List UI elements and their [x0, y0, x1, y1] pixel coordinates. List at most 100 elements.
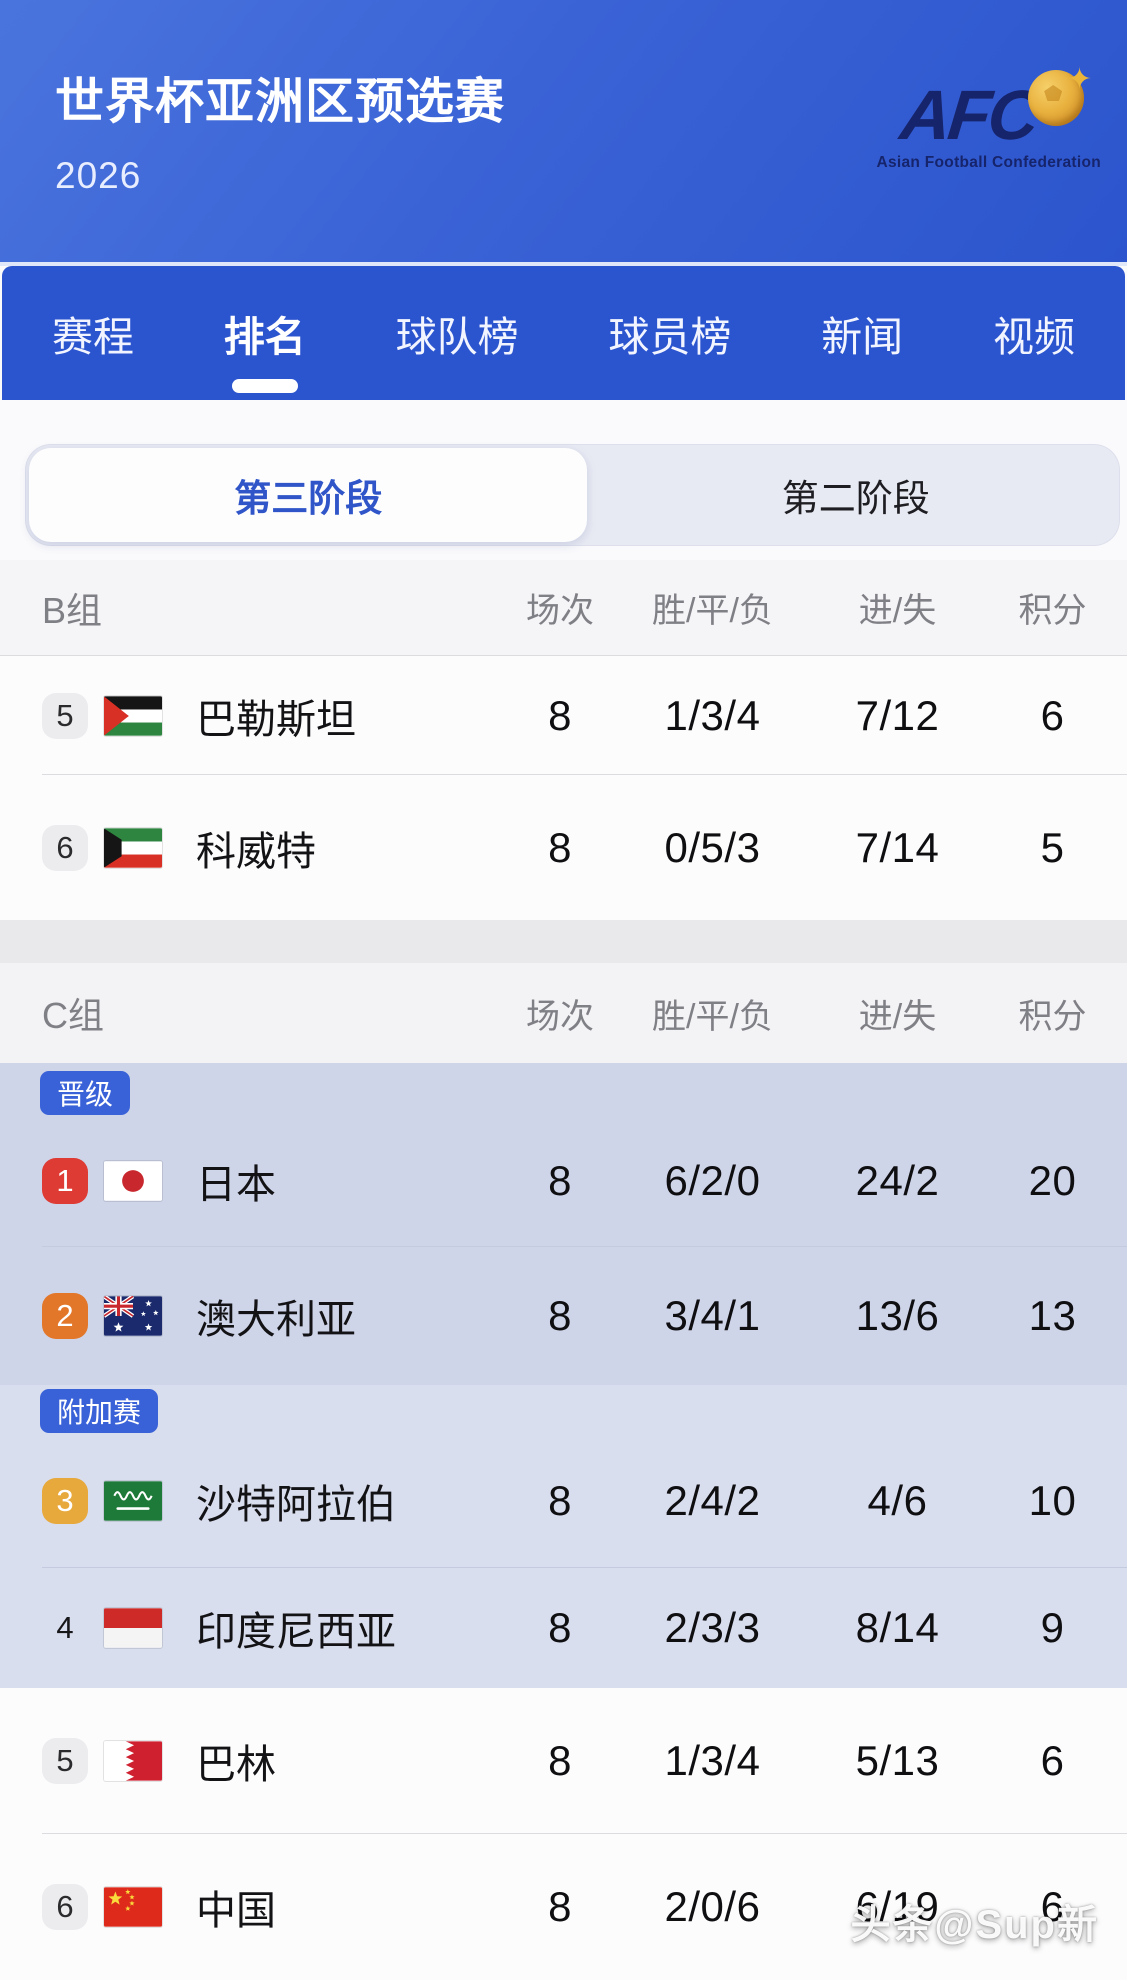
flag-australia-icon: [104, 1296, 182, 1336]
played-value: 8: [548, 1157, 572, 1204]
played-value: 8: [548, 1604, 572, 1651]
nav-tab-1[interactable]: 赛程: [52, 314, 134, 360]
points-value: 6: [1040, 1737, 1065, 1784]
rank-badge: 4: [56, 1610, 74, 1645]
goals-value: 5/13: [855, 1737, 940, 1784]
stage-switch-area: 第三阶段 第二阶段: [0, 400, 1127, 560]
wdl-value: 3/4/1: [664, 1292, 761, 1339]
qualification-badge: 附加赛: [40, 1389, 159, 1433]
flag-saudi-arabia-icon: [104, 1480, 182, 1521]
team-name: 科威特: [196, 829, 316, 874]
rank-badge: 3: [42, 1477, 88, 1524]
table-row-china[interactable]: 6 中国 8 2/0/6 6/19 6: [0, 1834, 1127, 1980]
group-b-table: 5 巴勒斯坦 8 1/3/4 7/12 6 6 科威特 8 0/5/3 7/14 5: [0, 655, 1127, 920]
rank-badge: 5: [42, 1738, 88, 1784]
rank-badge: 2: [42, 1293, 88, 1339]
nav-tab-6[interactable]: 视频: [992, 314, 1075, 360]
team-name: 巴勒斯坦: [196, 697, 356, 742]
page-title: 世界杯亚洲区预选赛: [55, 75, 506, 129]
section-gap: [0, 920, 1127, 963]
table-row-kuwait[interactable]: 6 科威特 8 0/5/3 7/14 5: [0, 775, 1127, 920]
played-value: 8: [548, 691, 572, 739]
played-value: 8: [548, 1476, 572, 1524]
team-name: 中国: [196, 1889, 276, 1933]
header-divider: [0, 262, 1127, 266]
points-value: 9: [1040, 1604, 1065, 1651]
points-value: 6: [1040, 691, 1065, 739]
wdl-value: 2/3/3: [664, 1604, 761, 1651]
rank-badge: 6: [42, 824, 88, 871]
table-row-bahrain[interactable]: 5 巴林 8 1/3/4 5/13 6: [0, 1688, 1127, 1834]
goals-value: 7/14: [855, 823, 940, 871]
afc-acronym: AFC: [897, 76, 1041, 154]
starburst-icon: ✦: [1067, 63, 1093, 96]
points-value: 5: [1040, 823, 1065, 871]
table-row-saudi-arabia[interactable]: 3 沙特阿拉伯 8 2/4/2 4/6 10: [0, 1433, 1127, 1568]
team-name: 澳大利亚: [196, 1298, 356, 1342]
group-c-lower-table: 5 巴林 8 1/3/4 5/13 6 6 中国 8 2/0/6 6/19 6: [0, 1688, 1127, 1980]
watermark: 头条@Sup新: [850, 1903, 1099, 1947]
wdl-value: 2/4/2: [664, 1476, 761, 1524]
goals-value: 7/12: [855, 691, 940, 739]
group-name: C组: [42, 995, 104, 1036]
nav-tab-3[interactable]: 球队榜: [395, 314, 519, 360]
goals-value: 8/14: [855, 1604, 940, 1651]
page-header: 世界杯亚洲区预选赛 2026 AFC ✦ Asian Football Conf…: [0, 0, 1127, 262]
wdl-value: 6/2/0: [664, 1157, 761, 1204]
group-name: B组: [42, 589, 103, 631]
nav-tab-5[interactable]: 新闻: [821, 314, 904, 360]
table-row-japan[interactable]: 1 日本 8 6/2/0 24/2 20: [0, 1115, 1127, 1247]
flag-china-icon: [104, 1887, 182, 1927]
afc-caption: Asian Football Confederation: [876, 154, 1101, 171]
points-value: 10: [1028, 1476, 1077, 1524]
column-played: 场次: [526, 592, 594, 630]
stage-tab-2[interactable]: 第二阶段: [781, 478, 930, 519]
promotion-zone: 晋级 1 日本 8 6/2/0 24/2 20 2 澳大利亚 8 3/4/1 13/6 13: [0, 1063, 1127, 1385]
nav-tab-2[interactable]: 排名: [224, 303, 306, 393]
wdl-value: 0/5/3: [664, 823, 761, 871]
goals-value: 24/2: [855, 1157, 940, 1204]
rank-badge: 5: [42, 692, 88, 739]
team-name: 日本: [196, 1163, 276, 1207]
nav-tab-4[interactable]: 球员榜: [608, 314, 732, 360]
group-c-header: C组 场次 胜/平/负 进/失 积分: [0, 963, 1127, 1063]
season-label: 2026: [55, 155, 142, 196]
group-b-header: B组 场次 胜/平/负 进/失 积分: [0, 560, 1127, 655]
stage-segmented-control: 第三阶段 第二阶段: [25, 444, 1120, 546]
table-row-australia[interactable]: 2 澳大利亚 8 3/4/1 13/6 13: [0, 1247, 1127, 1385]
table-row-palestine[interactable]: 5 巴勒斯坦 8 1/3/4 7/12 6: [0, 655, 1127, 775]
column-goals: 进/失: [858, 997, 937, 1036]
played-value: 8: [548, 1883, 572, 1930]
points-value: 6: [1040, 1883, 1065, 1930]
wdl-value: 1/3/4: [664, 691, 761, 739]
nav-tab-bar: 赛程 排名 球队榜 球员榜 新闻 视频: [2, 266, 1125, 400]
played-value: 8: [548, 823, 572, 871]
column-points: 积分: [1018, 997, 1087, 1036]
active-tab-indicator: [231, 379, 298, 393]
points-value: 13: [1028, 1292, 1077, 1339]
played-value: 8: [548, 1737, 572, 1784]
team-name: 巴林: [196, 1743, 276, 1787]
flag-kuwait-icon: [104, 827, 182, 868]
soccer-ball-icon: [1028, 70, 1085, 126]
rank-badge: 6: [42, 1884, 88, 1930]
qualification-badge: 晋级: [40, 1071, 131, 1115]
playoff-zone: 附加赛 3 沙特阿拉伯 8 2/4/2 4/6 10 4 印度尼西亚 8 2/3/3 8/14 9: [0, 1385, 1127, 1688]
goals-value: 13/6: [855, 1292, 940, 1339]
stage-tab-1[interactable]: 第三阶段: [29, 448, 588, 542]
column-points: 积分: [1018, 592, 1087, 630]
column-played: 场次: [526, 997, 594, 1036]
afc-logo: AFC ✦ Asian Football Confederation: [876, 63, 1101, 172]
team-name: 沙特阿拉伯: [196, 1482, 396, 1527]
column-wdl: 胜/平/负: [652, 997, 773, 1036]
played-value: 8: [548, 1292, 572, 1339]
flag-palestine-icon: [104, 695, 182, 736]
table-row-indonesia[interactable]: 4 印度尼西亚 8 2/3/3 8/14 9: [0, 1568, 1127, 1688]
flag-indonesia-icon: [104, 1608, 182, 1648]
goals-value: 4/6: [867, 1476, 928, 1524]
goals-value: 6/19: [855, 1883, 940, 1930]
points-value: 20: [1028, 1157, 1077, 1204]
wdl-value: 1/3/4: [664, 1737, 761, 1784]
flag-bahrain-icon: [104, 1741, 182, 1781]
